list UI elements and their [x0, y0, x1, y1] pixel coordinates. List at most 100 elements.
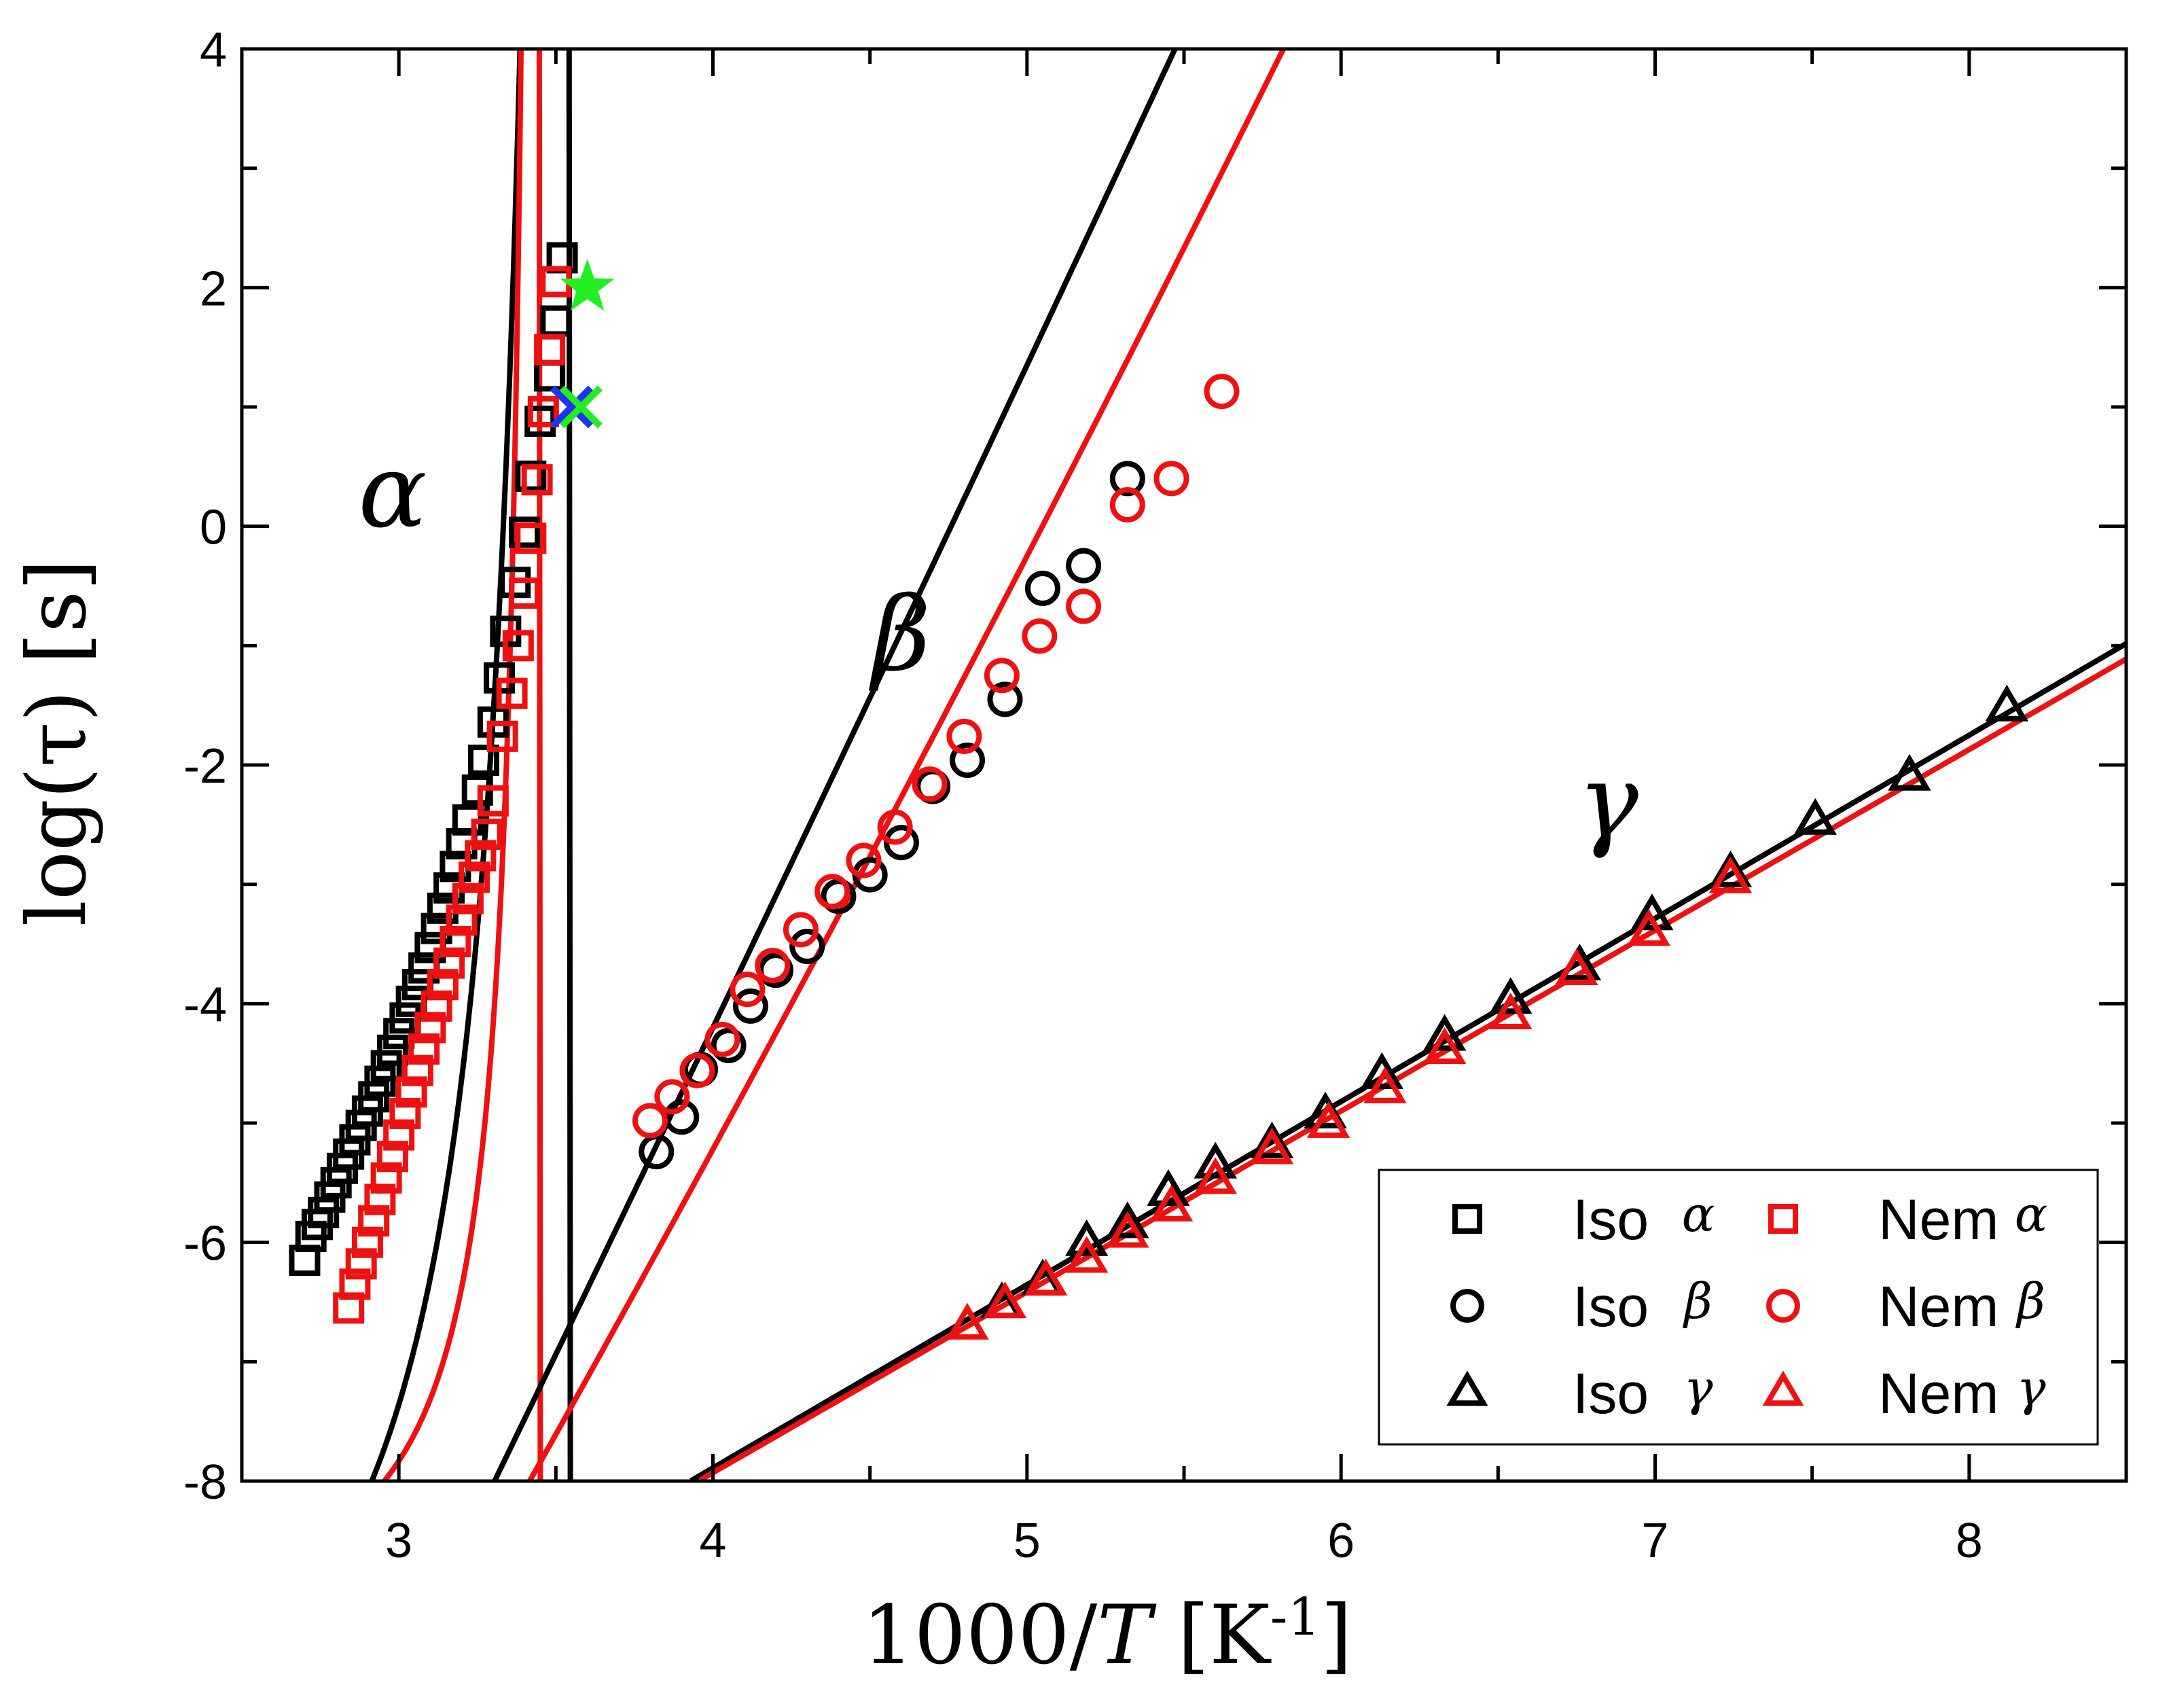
- legend-greek-0: α: [1682, 1186, 1715, 1243]
- nem-point-12: [1555, 948, 1598, 985]
- nem-point-16: [433, 947, 465, 979]
- nem-point-11: [946, 718, 982, 754]
- legend-greek-2: γ: [1683, 1359, 1713, 1417]
- nem-point-9: [389, 1097, 421, 1129]
- nem-point-2: [1024, 1258, 1068, 1296]
- legend-marker-nem-3: [1768, 1203, 1799, 1234]
- nem-point-14: [420, 990, 452, 1022]
- nem-point-6: [783, 912, 819, 948]
- y-tick-label: 4: [200, 23, 227, 77]
- iso-point-2: [1065, 1219, 1109, 1256]
- legend-marker-iso-0: [1452, 1203, 1483, 1234]
- nem-point-25: [496, 677, 528, 709]
- nem-point-27: [509, 577, 541, 609]
- nem-point-23: [477, 785, 509, 817]
- legend-marker-nem-4: [1766, 1289, 1800, 1323]
- nem-point-14: [1066, 588, 1102, 624]
- nem-point-7: [814, 874, 850, 910]
- iso-point-14: [1066, 548, 1102, 584]
- nem-point-5: [755, 948, 791, 984]
- legend-marker-nem-5: [1762, 1370, 1804, 1406]
- axes: 3 4 5 6 7 8 -8 -6 -4 -2 0 2 4: [183, 23, 2128, 1568]
- nem-point-17: [1204, 374, 1240, 410]
- iso-point-15: [1888, 753, 1931, 791]
- nem-point-8: [1307, 1101, 1350, 1138]
- x-axis-title-close: ]: [1321, 1588, 1352, 1683]
- nem-point-9: [877, 809, 913, 845]
- nem-point-16: [1153, 461, 1189, 497]
- legend-greek-1: β: [1682, 1273, 1713, 1330]
- nem-point-1: [654, 1079, 690, 1115]
- legend-greek-5: γ: [2016, 1359, 2046, 1417]
- legend-label-2: Iso: [1573, 1362, 1649, 1425]
- nem-point-22: [471, 818, 503, 850]
- nem-point-30: [527, 396, 559, 428]
- nem-point-13: [1022, 618, 1058, 654]
- nem-point-28: [515, 522, 547, 554]
- nem-point-18: [446, 904, 478, 936]
- iso-point-34: [515, 460, 547, 492]
- legend-marker-iso-2: [1446, 1370, 1488, 1406]
- legend-label-3: Nem: [1878, 1188, 1998, 1251]
- iso-point-28: [467, 744, 499, 776]
- nem-point-1: [983, 1281, 1027, 1319]
- iso-point-5: [1194, 1141, 1237, 1179]
- iso-point-11: [949, 742, 985, 778]
- iso-point-4: [732, 988, 768, 1024]
- nem-point-0: [632, 1103, 668, 1139]
- x-tick-label: 3: [385, 1514, 412, 1568]
- iso-point-9: [1423, 1014, 1467, 1051]
- x-tick-label: 4: [699, 1514, 726, 1568]
- nem-point-15: [427, 969, 459, 1001]
- nem-point-9: [1363, 1066, 1407, 1103]
- nem-point-26: [502, 630, 534, 662]
- legend-label-0: Iso: [1573, 1188, 1649, 1251]
- iso-point-8: [1360, 1052, 1403, 1089]
- nem-point-10: [1423, 1027, 1467, 1064]
- iso-point-14: [1793, 798, 1837, 835]
- nem-point-12: [984, 658, 1020, 694]
- nem-point-12: [408, 1033, 440, 1065]
- nem-point-29: [521, 464, 553, 496]
- star-marker-point-0: [560, 259, 615, 311]
- fit-line-fit-nem-: [699, 656, 2126, 1481]
- legend-label-1: Iso: [1573, 1275, 1649, 1338]
- nem-point-3: [704, 1022, 740, 1058]
- iso-point-12: [1630, 893, 1674, 931]
- legend-label-5: Nem: [1878, 1362, 1998, 1425]
- process-annotations: α β γ: [358, 433, 1638, 861]
- x-tick-label: 7: [1641, 1514, 1668, 1568]
- y-axis-title: log(τ) [s]: [10, 559, 105, 927]
- data-markers: [289, 242, 2028, 1340]
- nem-point-11: [401, 1054, 433, 1086]
- nem-point-5: [1149, 1184, 1194, 1222]
- annotation-beta: β: [869, 575, 931, 694]
- nem-point-5: [364, 1184, 396, 1215]
- nem-point-13: [1627, 908, 1670, 946]
- nem-point-3: [1065, 1236, 1109, 1273]
- y-tick-label: -2: [183, 739, 227, 794]
- fit-line-fit-iso-: [689, 641, 2126, 1481]
- nem-point-1: [339, 1268, 371, 1300]
- nem-point-7: [1250, 1127, 1294, 1164]
- nem-point-10: [395, 1076, 427, 1108]
- nem-point-4: [1106, 1211, 1149, 1248]
- iso-point-16: [1985, 684, 2028, 722]
- x-axis-title-exp: -1: [1270, 1586, 1321, 1647]
- iso-point-13: [1024, 571, 1060, 607]
- nem-point-17: [440, 925, 471, 957]
- y-tick-label: -4: [183, 978, 227, 1032]
- iso-point-33: [509, 516, 541, 548]
- nem-point-2: [345, 1248, 377, 1280]
- nem-point-11: [1489, 992, 1532, 1029]
- fit-line-fit-iso-: [491, 49, 1179, 1481]
- legend-label-4: Nem: [1878, 1275, 1998, 1338]
- nem-point-8: [383, 1119, 415, 1151]
- nem-point-6: [1194, 1157, 1237, 1194]
- y-tick-label: -6: [183, 1217, 227, 1271]
- iso-point-3: [1106, 1201, 1149, 1239]
- iso-point-9: [883, 825, 919, 861]
- green-cross-point-0: [559, 385, 603, 429]
- x-axis-title: 1000/T [K-1]: [862, 1586, 1352, 1683]
